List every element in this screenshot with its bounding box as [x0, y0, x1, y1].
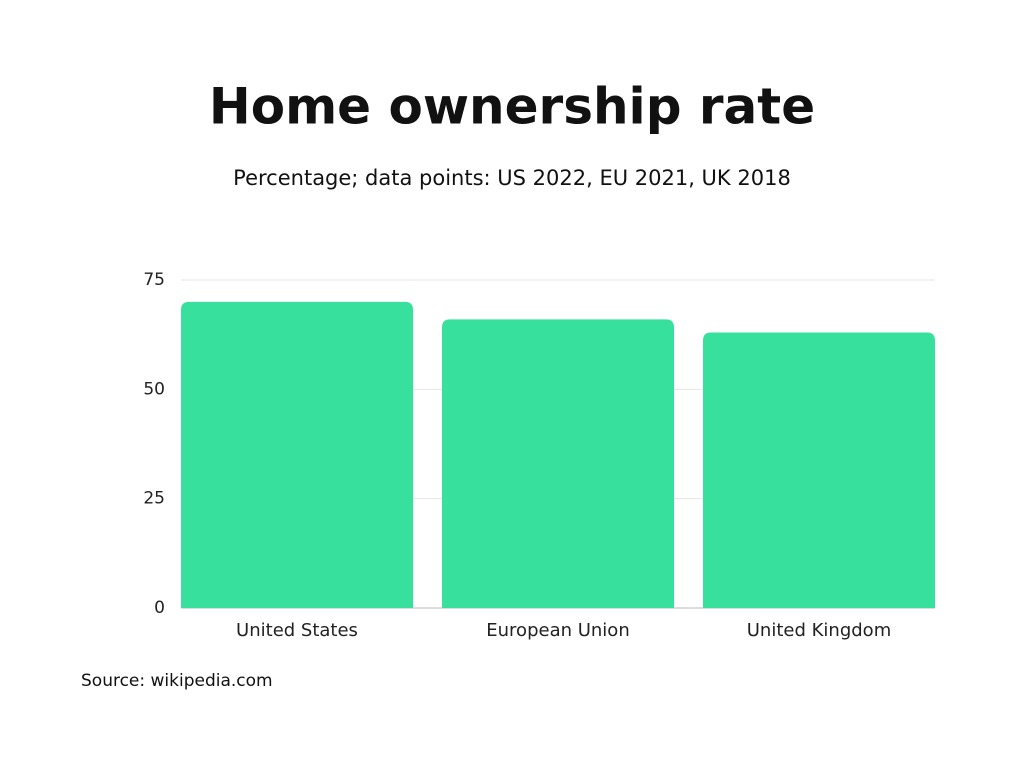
- bar: [181, 301, 413, 608]
- y-tick-label: 0: [154, 598, 165, 618]
- bar: [703, 332, 935, 608]
- y-tick-label: 50: [143, 379, 165, 399]
- x-tick-label: United Kingdom: [747, 620, 891, 641]
- x-tick-label: United States: [236, 620, 358, 641]
- source: Source: wikipedia.com: [81, 671, 273, 691]
- x-tick-label: European Union: [486, 620, 629, 641]
- y-tick-label: 75: [143, 270, 165, 290]
- chart-subtitle: Percentage; data points: US 2022, EU 202…: [233, 166, 791, 190]
- bar: [442, 319, 674, 608]
- chart-title: Home ownership rate: [209, 78, 815, 136]
- y-tick-label: 25: [143, 489, 165, 509]
